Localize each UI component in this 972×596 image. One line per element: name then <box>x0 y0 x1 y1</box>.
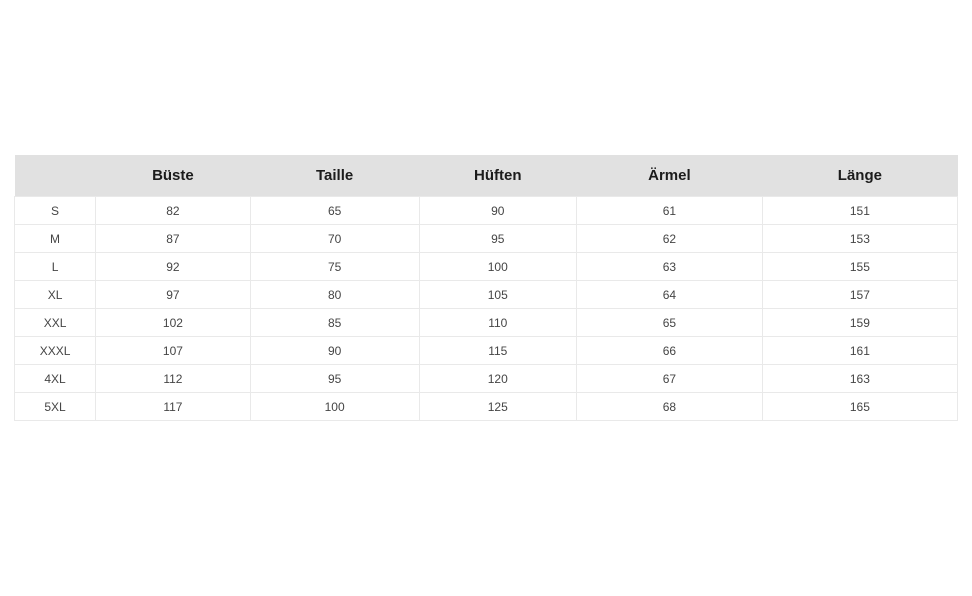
value-cell: 75 <box>249 252 420 281</box>
table-row: XXL 102 85 110 65 159 <box>13 308 959 337</box>
table-row: L 92 75 100 63 155 <box>13 252 959 281</box>
value-cell: 165 <box>761 392 959 421</box>
value-cell: 161 <box>761 336 959 365</box>
column-header-size <box>14 155 96 197</box>
value-cell: 90 <box>249 336 420 365</box>
value-cell: 115 <box>418 336 578 365</box>
table-row: S 82 65 90 61 151 <box>13 196 959 225</box>
column-header: Büste <box>95 155 251 197</box>
value-cell: 66 <box>576 336 763 365</box>
table-row: 5XL 117 100 125 68 165 <box>13 392 959 421</box>
value-cell: 163 <box>761 364 959 393</box>
value-cell: 65 <box>249 196 420 225</box>
table-body: S 82 65 90 61 151 M 87 70 95 62 153 L 92 75 100 63 155 XL 9… <box>13 196 959 421</box>
size-cell: 5XL <box>13 392 97 421</box>
table-row: XL 97 80 105 64 157 <box>13 280 959 309</box>
value-cell: 70 <box>249 224 420 253</box>
value-cell: 120 <box>418 364 578 393</box>
value-cell: 80 <box>249 280 420 309</box>
value-cell: 155 <box>761 252 959 281</box>
value-cell: 87 <box>95 224 251 253</box>
column-header: Länge <box>762 155 958 197</box>
table-header-row: Büste Taille Hüften Ärmel Länge <box>14 155 958 197</box>
value-cell: 68 <box>576 392 763 421</box>
value-cell: 61 <box>576 196 763 225</box>
table-header: Büste Taille Hüften Ärmel Länge <box>14 155 958 197</box>
value-cell: 65 <box>576 308 763 337</box>
value-cell: 85 <box>249 308 420 337</box>
value-cell: 67 <box>576 364 763 393</box>
size-cell: L <box>13 252 97 281</box>
value-cell: 159 <box>761 308 959 337</box>
table-row: M 87 70 95 62 153 <box>13 224 959 253</box>
size-chart-table: Büste Taille Hüften Ärmel Länge S 82 65 90 61 151… <box>13 155 959 421</box>
value-cell: 153 <box>761 224 959 253</box>
value-cell: 64 <box>576 280 763 309</box>
size-cell: 4XL <box>13 364 97 393</box>
value-cell: 82 <box>95 196 251 225</box>
value-cell: 100 <box>249 392 420 421</box>
value-cell: 95 <box>249 364 420 393</box>
column-header: Taille <box>250 155 420 197</box>
value-cell: 125 <box>418 392 578 421</box>
value-cell: 102 <box>95 308 251 337</box>
value-cell: 97 <box>95 280 251 309</box>
value-cell: 151 <box>761 196 959 225</box>
value-cell: 63 <box>576 252 763 281</box>
value-cell: 157 <box>761 280 959 309</box>
table-row: XXXL 107 90 115 66 161 <box>13 336 959 365</box>
size-cell: S <box>13 196 97 225</box>
value-cell: 100 <box>418 252 578 281</box>
table-row: 4XL 112 95 120 67 163 <box>13 364 959 393</box>
value-cell: 117 <box>95 392 251 421</box>
value-cell: 95 <box>418 224 578 253</box>
value-cell: 107 <box>95 336 251 365</box>
size-cell: XL <box>13 280 97 309</box>
value-cell: 110 <box>418 308 578 337</box>
value-cell: 92 <box>95 252 251 281</box>
size-chart-section: Büste Taille Hüften Ärmel Länge S 82 65 90 61 151… <box>13 155 959 421</box>
column-header: Ärmel <box>576 155 763 197</box>
value-cell: 90 <box>418 196 578 225</box>
value-cell: 112 <box>95 364 251 393</box>
size-cell: XXXL <box>13 336 97 365</box>
value-cell: 62 <box>576 224 763 253</box>
value-cell: 105 <box>418 280 578 309</box>
size-cell: M <box>13 224 97 253</box>
column-header: Hüften <box>419 155 577 197</box>
size-cell: XXL <box>13 308 97 337</box>
